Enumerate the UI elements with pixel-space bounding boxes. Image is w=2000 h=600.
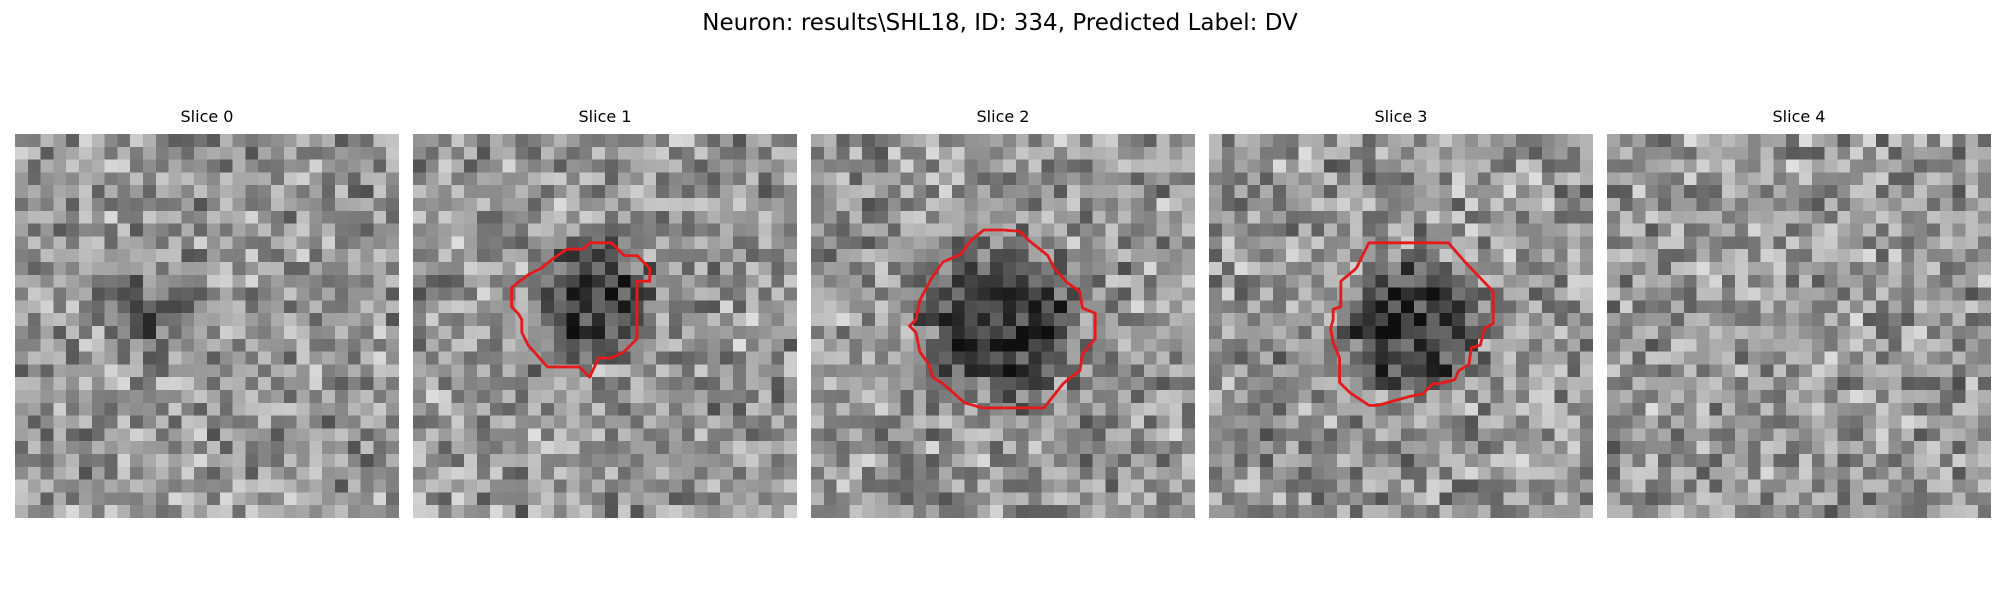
slice-image (1607, 134, 1991, 518)
figure-title: Neuron: results\SHL18, ID: 334, Predicte… (702, 10, 1298, 36)
slice-image (811, 134, 1195, 518)
slice-title: Slice 2 (976, 107, 1030, 126)
slice-image (1209, 134, 1593, 518)
slice-image (413, 134, 797, 518)
slice-panel-4: Slice 4 (1607, 106, 1991, 518)
slice-panel-0: Slice 0 (15, 106, 399, 518)
slice-panel-3: Slice 3 (1209, 106, 1593, 518)
slice-panel-2: Slice 2 (811, 106, 1195, 518)
slice-title: Slice 1 (578, 107, 632, 126)
cell-contour (1329, 241, 1495, 407)
slice-title: Slice 4 (1772, 107, 1826, 126)
slice-title: Slice 0 (180, 107, 234, 126)
cell-contour (510, 241, 652, 379)
cell-contour (908, 228, 1097, 410)
slice-panel-1: Slice 1 (413, 106, 797, 518)
slice-title: Slice 3 (1374, 107, 1428, 126)
slice-image (15, 134, 399, 518)
